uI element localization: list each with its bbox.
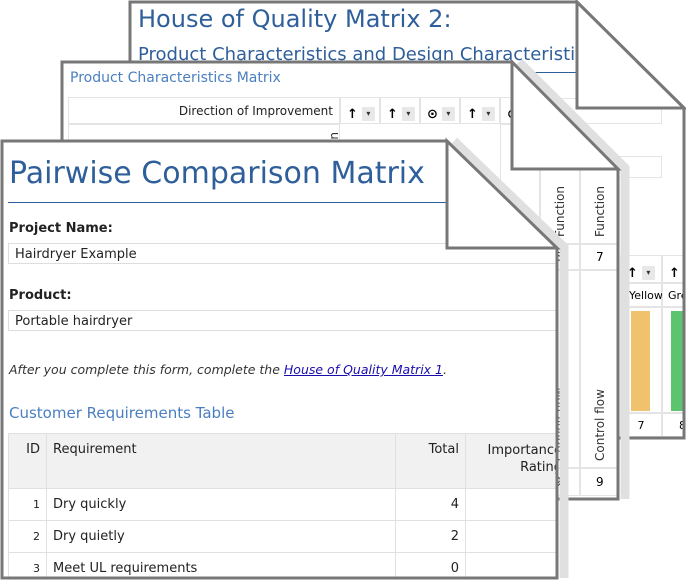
product-input[interactable]: Portable hairdryer bbox=[8, 310, 557, 331]
row-id: 2 bbox=[8, 520, 47, 553]
row-requirement: Dry quietly bbox=[46, 520, 396, 553]
table-header: ID Requirement Total Importance Rating bbox=[8, 433, 557, 489]
row-id: 3 bbox=[8, 552, 47, 578]
header-requirement: Requirement bbox=[46, 433, 396, 489]
row-requirement: Meet UL requirements bbox=[46, 552, 396, 578]
project-name-label: Project Name: bbox=[9, 221, 113, 236]
table-row: 1 Dry quickly 4 bbox=[8, 488, 557, 521]
table-row: 2 Dry quietly 2 bbox=[8, 520, 557, 553]
note-text: After you complete this form, complete t… bbox=[9, 362, 284, 377]
row-total: 4 bbox=[395, 488, 466, 521]
project-name-input[interactable]: Hairdryer Example bbox=[8, 243, 557, 264]
row-importance bbox=[465, 520, 557, 553]
row-importance bbox=[465, 488, 557, 521]
note-text: . bbox=[443, 362, 447, 377]
row-total: 2 bbox=[395, 520, 466, 553]
row-requirement: Dry quickly bbox=[46, 488, 396, 521]
page-title: Pairwise Comparison Matrix bbox=[9, 156, 425, 191]
house-of-quality-1-link[interactable]: House of Quality Matrix 1 bbox=[283, 362, 443, 377]
product-label: Product: bbox=[9, 288, 72, 303]
table-title: Customer Requirements Table bbox=[9, 404, 235, 422]
row-importance bbox=[465, 552, 557, 578]
instruction-note: After you complete this form, complete t… bbox=[9, 362, 447, 377]
header-importance: Importance Rating bbox=[465, 433, 557, 489]
requirements-table: ID Requirement Total Importance Rating 1… bbox=[8, 433, 557, 578]
title-divider bbox=[8, 202, 557, 203]
header-id: ID bbox=[8, 433, 47, 489]
row-id: 1 bbox=[8, 488, 47, 521]
row-total: 0 bbox=[395, 552, 466, 578]
table-row: 3 Meet UL requirements 0 bbox=[8, 552, 557, 578]
header-total: Total bbox=[395, 433, 466, 489]
